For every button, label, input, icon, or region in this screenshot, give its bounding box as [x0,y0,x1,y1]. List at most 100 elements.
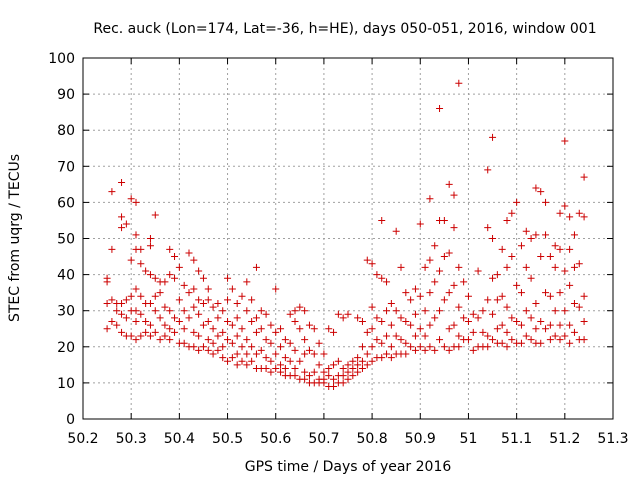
data-point [262,354,270,362]
data-point [469,310,477,318]
data-point [464,318,472,326]
data-point [566,213,574,221]
data-point [156,289,164,297]
data-point [416,343,424,351]
data-point [436,267,444,275]
data-point [378,216,386,224]
data-point [204,285,212,293]
data-point [132,336,140,344]
data-point [537,318,545,326]
data-point [339,379,347,387]
data-point [156,336,164,344]
data-point [527,336,535,344]
data-point [137,245,145,253]
data-point [233,299,241,307]
data-point [354,361,362,369]
data-point [175,296,183,304]
data-point [445,249,453,257]
data-point [368,325,376,333]
data-point [204,318,212,326]
data-point [556,209,564,217]
data-point [387,354,395,362]
data-point [301,368,309,376]
data-point [243,336,251,344]
data-point [479,328,487,336]
data-point [378,354,386,362]
data-point [171,328,179,336]
data-point [325,372,333,380]
data-point [397,314,405,322]
data-point [532,231,540,239]
y-axis-label: STEC from uqrg / TECUs [7,154,23,322]
data-point [546,321,554,329]
data-point [233,361,241,369]
data-point [161,332,169,340]
data-point [426,289,434,297]
x-tick-label: 50.9 [405,431,436,447]
chart-title: Rec. auck (Lon=174, Lat=-36, h=HE), days… [93,21,596,37]
data-point [373,271,381,279]
data-point [108,188,116,196]
data-point [411,285,419,293]
data-point [411,332,419,340]
data-point [151,328,159,336]
data-point [137,310,145,318]
data-point [421,307,429,315]
data-point [238,343,246,351]
data-point [199,321,207,329]
data-point [344,375,352,383]
data-point [214,314,222,322]
data-point [527,314,535,322]
data-point [301,375,309,383]
data-point [248,357,256,365]
data-point [392,332,400,340]
data-point [132,198,140,206]
data-point [580,173,588,181]
data-point [517,242,525,250]
data-point [580,318,588,326]
data-point [498,292,506,300]
data-point [537,339,545,347]
data-point [243,278,251,286]
data-point [508,209,516,217]
data-point [171,253,179,261]
data-point [272,350,280,358]
x-tick-label: 50.6 [260,431,291,447]
data-point [546,336,554,344]
data-point [195,310,203,318]
data-point [513,198,521,206]
data-point [537,188,545,196]
data-point [291,346,299,354]
data-point [551,242,559,250]
data-point [146,271,154,279]
data-point [180,281,188,289]
data-point [561,332,569,340]
data-point [209,339,217,347]
data-point [296,303,304,311]
data-point [301,350,309,358]
data-point [450,224,458,232]
data-point [570,328,578,336]
data-point [397,336,405,344]
data-point [402,339,410,347]
data-point [286,339,294,347]
data-point [199,343,207,351]
data-point [383,278,391,286]
y-tick-label: 0 [66,412,75,428]
data-point [498,339,506,347]
data-point [146,332,154,340]
data-point [267,321,275,329]
data-points [103,79,588,391]
data-point [339,372,347,380]
data-point [142,318,150,326]
data-point [489,235,497,242]
data-point [561,267,569,275]
data-point [363,361,371,369]
data-point [556,336,564,344]
data-point [503,303,511,311]
data-point [546,292,554,300]
data-point [440,296,448,304]
data-point [262,336,270,344]
data-point [503,328,511,336]
data-point [445,180,453,188]
